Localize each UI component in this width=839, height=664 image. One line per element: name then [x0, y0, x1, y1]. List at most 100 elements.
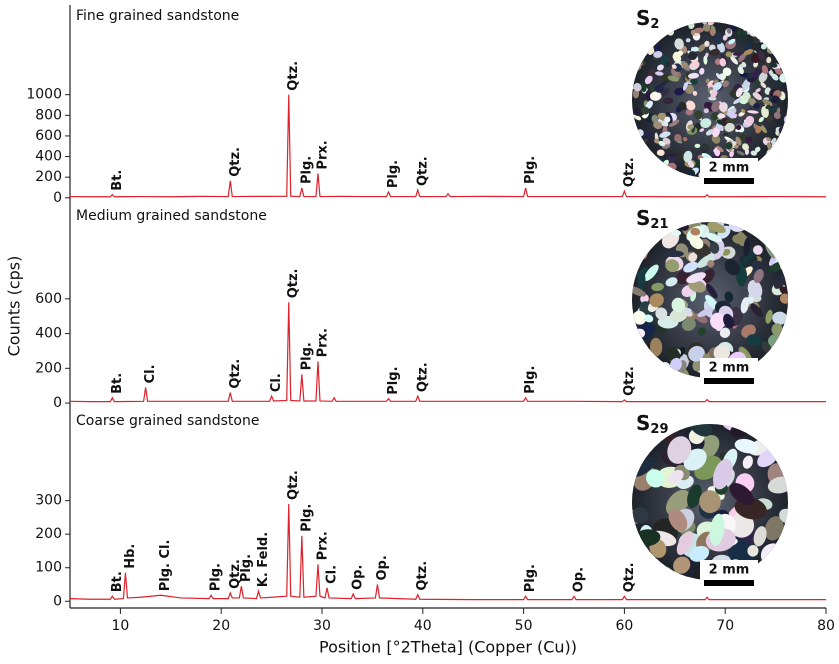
grain [755, 146, 761, 152]
grain [713, 344, 731, 362]
sample-main: S [636, 6, 650, 30]
grain [773, 160, 780, 165]
grain [710, 312, 726, 330]
grain [775, 40, 781, 50]
grain [753, 61, 759, 68]
grain [660, 54, 669, 64]
grain [713, 82, 722, 91]
grain [699, 128, 705, 132]
grain [750, 30, 756, 34]
grain [753, 269, 764, 283]
grain [700, 118, 712, 128]
grain [750, 150, 758, 156]
grain [702, 23, 711, 32]
grain [703, 108, 709, 114]
grain [653, 164, 659, 169]
peak-label: Plg. [386, 366, 401, 394]
grain [693, 27, 705, 34]
grain [689, 235, 704, 250]
peak-label: K. Feld. [256, 532, 271, 587]
grain [733, 97, 742, 105]
grain [750, 22, 756, 25]
grain [719, 102, 728, 112]
grain [675, 151, 685, 160]
peak-label: Qtz. [415, 561, 430, 591]
grain [646, 469, 665, 488]
peak-label: Qtz. [228, 147, 243, 177]
sample-sub: 29 [650, 422, 668, 437]
grain [660, 80, 668, 86]
grain [781, 32, 788, 41]
sample-main: S [636, 411, 650, 435]
grain [742, 91, 751, 101]
grain [644, 264, 659, 281]
grain [705, 129, 714, 136]
grain [724, 122, 735, 132]
grain [667, 162, 677, 171]
grain [722, 80, 730, 88]
grain [778, 230, 788, 249]
grain [654, 138, 660, 144]
y-tick-label: 200 [35, 169, 62, 185]
grain [752, 92, 762, 101]
sample-sub: 2 [650, 17, 659, 32]
grain [683, 150, 693, 163]
grain [642, 60, 646, 66]
x-tick-label: 40 [414, 618, 432, 634]
grain [720, 53, 728, 63]
panel-title: Coarse grained sandstone [76, 413, 259, 429]
peak-label: Prx. [315, 140, 330, 169]
peak-label: Qtz. [228, 359, 243, 389]
grain [709, 242, 720, 254]
grain [673, 556, 691, 574]
grain [751, 69, 761, 78]
grain [728, 38, 736, 45]
grain [632, 89, 640, 99]
peak-label: Qtz. [286, 470, 301, 500]
grain [669, 153, 676, 158]
grain [632, 536, 642, 549]
grain [689, 545, 710, 562]
y-tick-label: 0 [53, 395, 62, 411]
grain [779, 339, 788, 349]
grain [745, 296, 755, 304]
grain [633, 82, 642, 92]
grain [709, 513, 725, 546]
grain [659, 131, 671, 138]
grain [669, 308, 688, 323]
micrograph: 2 mm [632, 22, 788, 188]
grain [666, 154, 677, 165]
peak-label: Plg. [299, 504, 314, 532]
grain [719, 58, 727, 67]
grain [715, 58, 721, 65]
grain [683, 261, 699, 273]
grain [694, 110, 703, 120]
grain [772, 311, 788, 325]
grain [692, 46, 699, 52]
grain [725, 51, 733, 58]
grain [709, 29, 715, 37]
grain [649, 91, 662, 101]
peak-label: Cl. [325, 565, 340, 584]
grain [665, 277, 678, 287]
grain [696, 254, 715, 268]
peak-label: Cl. [143, 364, 158, 383]
grain [692, 90, 698, 96]
grain [753, 119, 762, 127]
grain [651, 282, 664, 292]
panel-title: Fine grained sandstone [76, 8, 239, 24]
grain [745, 136, 753, 143]
grain [637, 362, 655, 375]
y-tick-label: 800 [35, 107, 62, 123]
y-axis-label: Counts (cps) [5, 256, 24, 357]
peak-label: Plg. Cl. [158, 540, 173, 592]
grain [759, 124, 767, 134]
pattern-line [69, 503, 826, 601]
grain [655, 71, 664, 76]
scale-bar-label: 2 mm [709, 361, 750, 376]
grain [754, 424, 771, 431]
grain [707, 260, 715, 268]
grain [644, 75, 653, 85]
grain [685, 38, 691, 43]
grain [651, 114, 659, 123]
